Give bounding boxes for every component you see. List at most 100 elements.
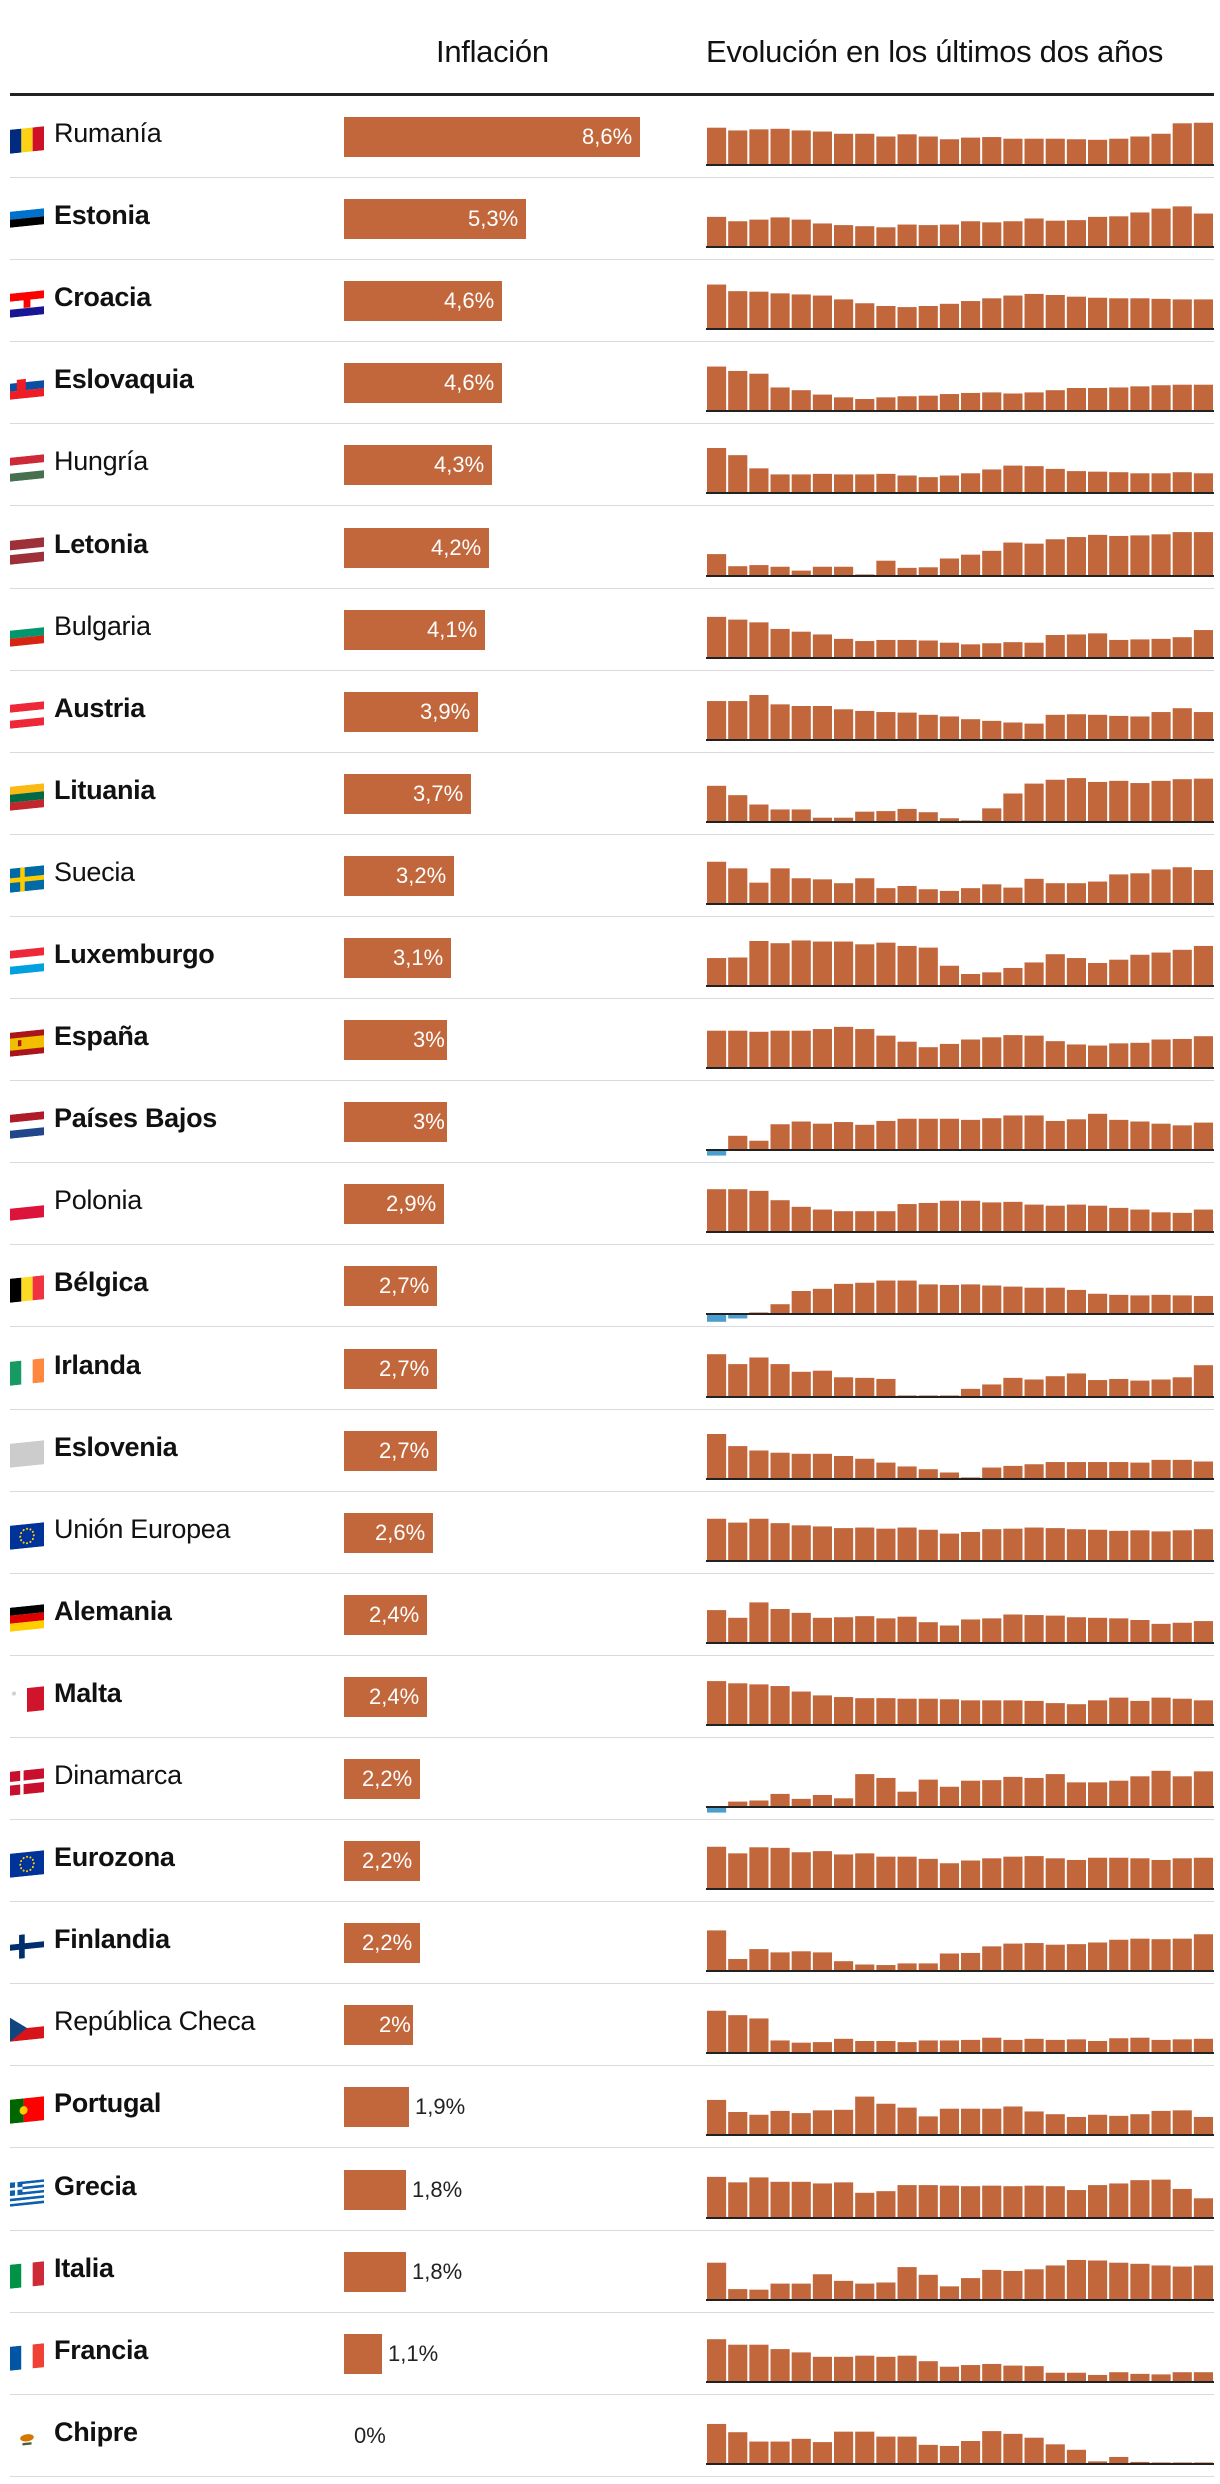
sparkline-bar: [982, 1118, 1002, 1150]
sparkline-bar: [791, 1798, 811, 1806]
sparkline-bar: [876, 1211, 896, 1232]
sparkline-bar: [791, 1951, 811, 1971]
sparkline-bar: [1045, 1461, 1065, 1478]
sparkline-bar: [1003, 2106, 1023, 2135]
sparkline-bar: [1045, 2265, 1065, 2299]
sparkline-bar: [1151, 1697, 1171, 1724]
country-name: Hungría: [54, 446, 148, 477]
sparkline-bar: [812, 394, 832, 411]
sparkline-bar: [1151, 299, 1171, 329]
sparkline-bar: [770, 1304, 790, 1314]
sparkline-bar: [1151, 1212, 1171, 1232]
sparkline-bar: [1151, 533, 1171, 575]
sparkline-bar: [728, 1522, 748, 1560]
sparkline-bar: [749, 373, 769, 411]
sparkline-bar: [834, 1026, 854, 1068]
sparkline-bar: [1172, 636, 1192, 657]
sparkline-bar: [707, 216, 727, 247]
sparkline-bar: [961, 2040, 981, 2053]
sparkline-bar: [1003, 295, 1023, 329]
sparkline-bar: [1066, 1782, 1086, 1806]
sparkline-bar: [1066, 1372, 1086, 1396]
sparkline-bar: [1003, 1377, 1023, 1396]
sparkline-bar: [897, 1118, 917, 1150]
trend-sparkline: [706, 1602, 1214, 1644]
inflation-value-label: 2%: [379, 2012, 411, 2038]
sparkline-bar: [728, 221, 748, 247]
sparkline-bar: [939, 1699, 959, 1724]
sparkline-bar: [1151, 638, 1171, 657]
trend-sparkline: [706, 1433, 1214, 1480]
sparkline-bar: [834, 2431, 854, 2463]
sparkline-bar: [834, 2110, 854, 2135]
sparkline-bar: [939, 2285, 959, 2299]
sparkline-bar: [855, 811, 875, 821]
sparkline-bar: [918, 1468, 938, 1478]
sparkline-bar: [876, 1462, 896, 1478]
sparkline-bar: [749, 1847, 769, 1889]
sparkline-bar: [876, 1698, 896, 1724]
sparkline-bar: [1151, 1379, 1171, 1396]
inflation-bar: [344, 1348, 437, 1389]
sparkline-bar: [1109, 1043, 1129, 1068]
sparkline-bar: [918, 1203, 938, 1232]
inflation-value-label: 3%: [413, 1109, 445, 1135]
sparkline-bar: [1066, 1617, 1086, 1642]
sparkline-bar: [1193, 1700, 1213, 1724]
table-row: Francia 1,1%: [0, 2313, 1220, 2395]
sparkline-bar: [961, 2185, 981, 2217]
sparkline-bar: [1088, 216, 1108, 247]
flag-eu-icon: [10, 1521, 44, 1550]
sparkline-bar: [791, 2181, 811, 2217]
sparkline-bar: [1130, 1700, 1150, 1724]
sparkline-bar: [1109, 2038, 1129, 2053]
sparkline-bar: [834, 1376, 854, 1396]
flag-lt-icon: [10, 783, 44, 811]
inflation-value-label: 3,9%: [420, 698, 471, 724]
sparkline-bar: [791, 474, 811, 493]
sparkline-bar: [1024, 294, 1044, 329]
sparkline-bar: [1088, 2374, 1108, 2381]
sparkline-bar: [1130, 2461, 1150, 2463]
sparkline-bar: [982, 1946, 1002, 1971]
sparkline-bar: [1172, 1459, 1192, 1478]
sparkline-bar: [728, 371, 748, 411]
sparkline-bar: [982, 808, 1002, 821]
sparkline-bar: [1109, 959, 1129, 985]
sparkline-bar: [812, 1123, 832, 1150]
table-row: Bélgica 2,7%: [0, 1245, 1220, 1328]
sparkline-bar: [1193, 945, 1213, 985]
inflation-value-label: 4,2%: [431, 534, 482, 560]
sparkline-bar: [1003, 722, 1023, 739]
row-separator: [10, 177, 1214, 178]
sparkline-bar: [812, 223, 832, 247]
row-separator: [10, 998, 1214, 999]
sparkline-bar: [961, 1284, 981, 1314]
sparkline-bar: [876, 1035, 896, 1068]
sparkline-bar: [1109, 472, 1129, 493]
sparkline-bar: [939, 1043, 959, 1068]
sparkline-bar: [876, 1528, 896, 1560]
sparkline-bar: [1045, 1205, 1065, 1232]
row-separator: [10, 505, 1214, 507]
sparkline-bar: [939, 475, 959, 493]
sparkline-bar: [961, 1860, 981, 1889]
country-name: Austria: [54, 692, 145, 723]
sparkline-baseline: [706, 738, 1214, 741]
sparkline-bar: [918, 395, 938, 411]
sparkline-bar: [1024, 962, 1044, 985]
sparkline-bar: [1045, 2040, 1065, 2053]
sparkline-bar: [1066, 1119, 1086, 1150]
sparkline-bar: [1024, 1204, 1044, 1232]
sparkline-bar: [1045, 2114, 1065, 2135]
table-row: Grecia 1,8%: [0, 2149, 1220, 2231]
sparkline-bar: [1172, 1698, 1192, 1724]
sparkline-bar: [918, 1529, 938, 1560]
sparkline-bar: [1088, 2461, 1108, 2463]
flag-lv-icon: [10, 536, 44, 565]
sparkline-bar: [812, 2441, 832, 2463]
sparkline-bar: [855, 226, 875, 247]
sparkline-bar: [1003, 221, 1023, 247]
sparkline-bar: [1109, 1857, 1129, 1889]
sparkline-bar: [707, 2100, 727, 2135]
